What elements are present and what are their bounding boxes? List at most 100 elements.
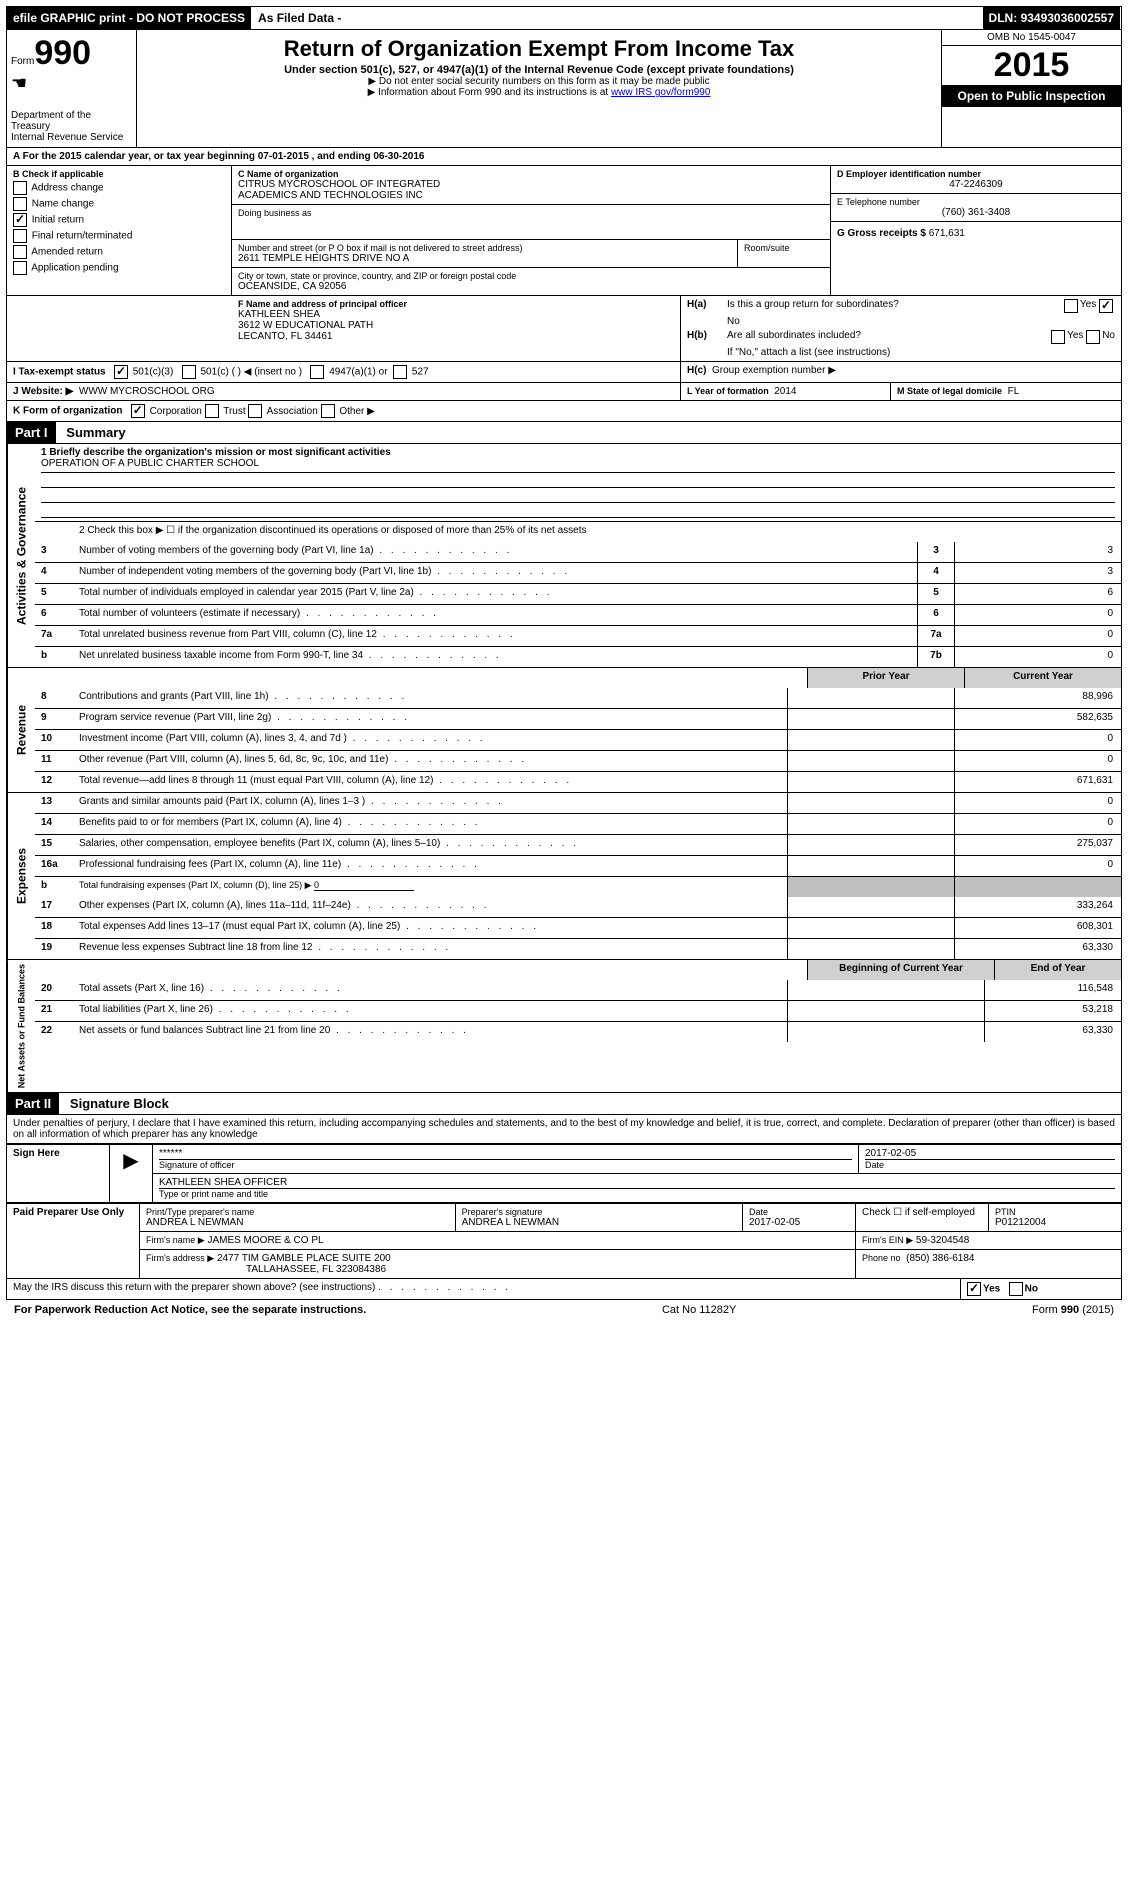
ha-no-box[interactable]: ✓ [1099,299,1113,313]
line-prior [787,1022,984,1042]
k-opt-label: Association [264,406,320,417]
b-item-label: Initial return [29,215,84,226]
prep-sig: ANDREA L NEWMAN [462,1217,736,1228]
b-checkbox[interactable] [13,197,27,211]
exp-section: Expenses 13 Grants and similar amounts p… [6,793,1122,960]
line-box: 6 [917,605,954,625]
k-checkbox[interactable]: ✓ [131,404,145,418]
i-527-box[interactable] [393,365,407,379]
line-prior [787,897,954,917]
k-checkbox[interactable] [205,404,219,418]
exp-vlabel: Expenses [7,793,35,959]
line-curr: 0 [954,730,1121,750]
line-val: 0 [954,647,1121,667]
dln: DLN: 93493036002557 [983,7,1121,29]
k-checkbox[interactable] [321,404,335,418]
b-checkbox[interactable] [13,261,27,275]
summary-line: 20 Total assets (Part X, line 16) 116,54… [35,980,1121,1000]
b-check-item: Address change [13,181,225,195]
ha-yes-box[interactable] [1064,299,1078,313]
line-curr: 63,330 [984,1022,1121,1042]
b-checkbox[interactable] [13,181,27,195]
line-desc: Total number of individuals employed in … [73,584,917,604]
line-curr: 333,264 [954,897,1121,917]
b-checkbox[interactable]: ✓ [13,213,27,227]
i-opt1: 501(c)(3) [133,367,174,378]
gov-line: b Net unrelated business taxable income … [35,646,1121,667]
rev-section: Revenue Prior Year Current Year 8 Contri… [6,668,1122,793]
firm-addr-label: Firm's address ▶ [146,1253,214,1263]
line-a-begin: 07-01-2015 [258,151,309,162]
line-num: 12 [35,772,73,792]
hb-no-box[interactable] [1086,330,1100,344]
i-4947-box[interactable] [310,365,324,379]
line1-label: 1 Briefly describe the organization's mi… [41,447,1115,458]
ha-text: Is this a group return for subordinates? [727,299,1064,313]
efile-label: efile GRAPHIC print - DO NOT PROCESS [7,7,252,29]
line-b-val: 0 [314,880,414,891]
line-num: 3 [35,542,73,562]
dln-label: DLN: [989,11,1018,25]
section-f: F Name and address of principal officer … [232,296,681,361]
firm-addr2: TALLAHASSEE, FL 323084386 [146,1264,386,1275]
gov-section: Activities & Governance 1 Briefly descri… [6,444,1122,668]
type-print-label: Type or print name and title [159,1188,1115,1199]
gov-line: 3 Number of voting members of the govern… [35,542,1121,562]
line-num: 7a [35,626,73,646]
firm-name-label: Firm's name ▶ [146,1235,205,1245]
i-501c3-box[interactable]: ✓ [114,365,128,379]
gov-vlabel: Activities & Governance [7,444,35,667]
line-num: 10 [35,730,73,750]
line-curr: 0 [954,751,1121,771]
line-num: 22 [35,1022,73,1042]
firm-addr1: 2477 TIM GAMBLE PLACE SUITE 200 [217,1253,391,1264]
sign-here-label: Sign Here [7,1145,110,1203]
city-label: City or town, state or province, country… [238,271,824,281]
b-check-item: ✓ Initial return [13,213,225,227]
f-label: F Name and address of principal officer [238,299,674,309]
b-item-label: Amended return [29,247,103,258]
may-irs-row: May the IRS discuss this return with the… [6,1279,1122,1300]
b-checkbox[interactable] [13,229,27,243]
mission-line3 [41,488,1115,503]
line-desc: Total liabilities (Part X, line 26) [73,1001,787,1021]
i-501c-box[interactable] [182,365,196,379]
line-b-curr [954,877,1121,897]
line-prior [787,856,954,876]
line-desc: Benefits paid to or for members (Part IX… [73,814,787,834]
part-i-label: Part I [7,422,56,443]
asfiled-label: As Filed Data - [252,7,348,29]
may-irs-yes-box[interactable]: ✓ [967,1282,981,1296]
b-check-item: Amended return [13,245,225,259]
irs-link[interactable]: www IRS gov/form990 [611,87,710,98]
hb-yes-box[interactable] [1051,330,1065,344]
line-num: 20 [35,980,73,1000]
summary-line: 14 Benefits paid to or for members (Part… [35,813,1121,834]
prep-date: 2017-02-05 [749,1217,849,1228]
header-sub3: ▶ Information about Form 990 and its ins… [145,87,933,98]
line-val: 0 [954,605,1121,625]
may-irs-yes: Yes [983,1284,1000,1295]
sig-date-label: Date [865,1159,1115,1170]
addr-label: Number and street (or P O box if mail is… [238,243,731,253]
footer-mid: Cat No 11282Y [662,1304,736,1316]
line-i: I Tax-exempt status ✓ 501(c)(3) 501(c) (… [6,362,1122,383]
line-desc: Total expenses Add lines 13–17 (must equ… [73,918,787,938]
k-checkbox[interactable] [248,404,262,418]
website: WWW MYCROSCHOOL ORG [79,386,215,397]
col-end: End of Year [994,960,1121,980]
line-desc: Other revenue (Part VIII, column (A), li… [73,751,787,771]
may-irs-no-box[interactable] [1009,1282,1023,1296]
line-prior [787,688,954,708]
dots-icon [378,1282,511,1293]
k-opt-label: Corporation [147,406,205,417]
line-num: 4 [35,563,73,583]
hc-label: H(c) [687,365,706,376]
b-checkbox[interactable] [13,245,27,259]
part-i-title: Summary [58,425,125,440]
ptin-label: PTIN [995,1207,1115,1217]
line-val: 3 [954,563,1121,583]
tax-year: 2015 [942,46,1121,85]
officer-addr1: 3612 W EDUCATIONAL PATH [238,320,674,331]
line-num: 8 [35,688,73,708]
